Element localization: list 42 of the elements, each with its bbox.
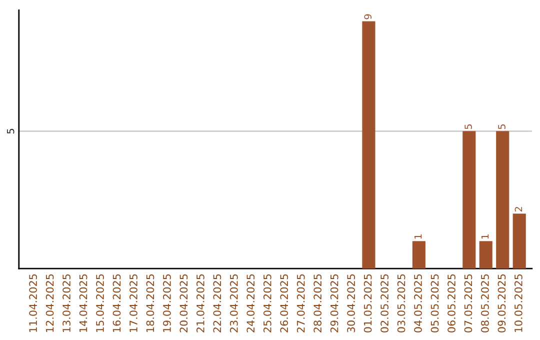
- x-tick-label: 19.04.2025: [163, 274, 171, 332]
- data-label: 2: [514, 207, 522, 212]
- bar: [479, 241, 492, 269]
- x-tick-label: 29.04.2025: [330, 274, 338, 332]
- x-tick-label: 24.04.2025: [246, 274, 255, 332]
- x-tick-label: 28.04.2025: [314, 274, 322, 332]
- x-tick-label: 17.04.2025: [130, 274, 138, 332]
- x-tick-label: 03.05.2025: [397, 274, 406, 332]
- bar: [512, 214, 526, 269]
- data-label: 5: [464, 124, 472, 130]
- x-tick-label: 25.04.2025: [263, 274, 272, 332]
- x-tick-label: 02.05.2025: [380, 274, 388, 332]
- bar: [462, 131, 476, 269]
- x-tick-label: 10.05.2025: [514, 274, 522, 332]
- data-label: 5: [498, 124, 506, 130]
- x-tick-label: 15.04.2025: [96, 274, 104, 332]
- x-tick-label: 11.04.2025: [29, 274, 37, 332]
- x-tick-label: 23.04.2025: [230, 274, 238, 332]
- x-tick-label: 07.05.2025: [464, 274, 472, 332]
- x-tick-label: 26.04.2025: [280, 274, 288, 332]
- x-tick-label: 22.04.2025: [213, 274, 222, 332]
- data-label: 9: [364, 14, 372, 20]
- x-tick-label: 21.04.2025: [196, 274, 204, 332]
- x-tick-label: 20.04.2025: [180, 274, 188, 332]
- x-tick-label: 13.04.2025: [62, 274, 70, 332]
- x-tick-label: 08.05.2025: [481, 274, 489, 332]
- x-tick-label: 27.04.2025: [296, 274, 305, 332]
- x-tick-label: 18.04.2025: [146, 274, 154, 332]
- x-tick-label: 14.04.2025: [79, 274, 88, 332]
- x-tick-label: 09.05.2025: [498, 274, 506, 332]
- bar: [362, 21, 376, 269]
- x-tick-label: 30.04.2025: [347, 274, 355, 332]
- x-tick-label: 06.05.2025: [448, 274, 456, 332]
- x-tick-label: 16.04.2025: [112, 274, 121, 332]
- data-label: 1: [481, 234, 489, 239]
- x-tick-label: 12.04.2025: [46, 274, 54, 332]
- x-tick-label: 01.05.2025: [364, 274, 372, 332]
- x-tick-label: 04.05.2025: [414, 274, 422, 332]
- bar: [496, 131, 510, 269]
- x-tick-label: 05.05.2025: [430, 274, 439, 332]
- bar: [412, 241, 426, 269]
- data-label: 1: [414, 234, 422, 239]
